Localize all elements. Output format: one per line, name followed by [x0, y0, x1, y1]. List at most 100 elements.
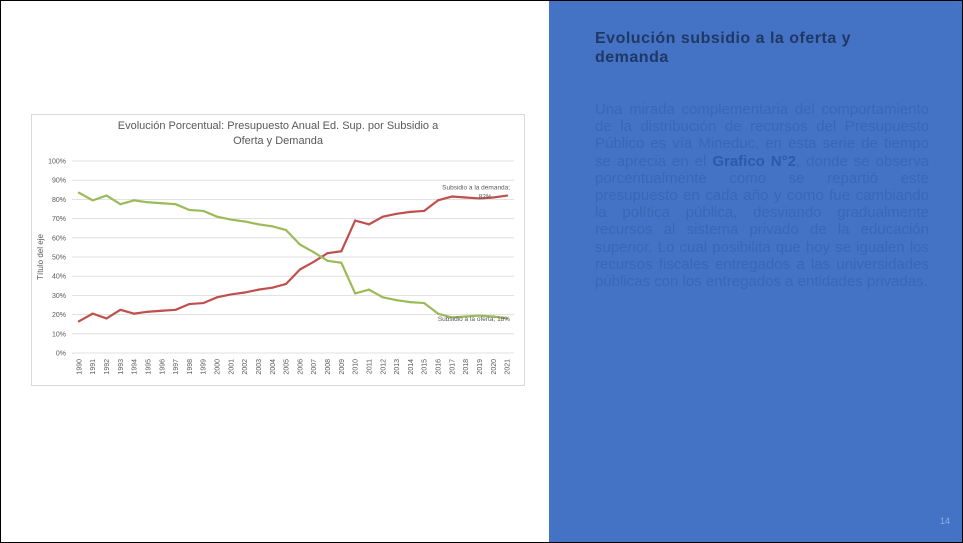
data-point-subsidio-a-la-demanda [119, 308, 122, 311]
x-tick-label: 2008 [325, 359, 332, 375]
data-label-oferta: Subsidio a la oferta; 18% [438, 316, 510, 323]
x-tick-label: 2021 [505, 359, 512, 375]
x-tick-label: 2004 [270, 359, 277, 375]
data-point-subsidio-a-la-oferta [340, 261, 343, 264]
x-tick-label: 2016 [436, 359, 443, 375]
x-tick-label: 1991 [90, 359, 97, 375]
chart-title-line-1: Evolución Porcentual: Presupuesto Anual … [118, 120, 439, 132]
data-point-subsidio-a-la-oferta [505, 317, 509, 320]
data-point-subsidio-a-la-demanda [174, 308, 177, 311]
data-point-subsidio-a-la-oferta [91, 199, 94, 202]
y-tick-label: 10% [52, 331, 66, 338]
data-point-subsidio-a-la-oferta [298, 243, 302, 246]
x-tick-label: 2020 [491, 359, 498, 375]
data-point-subsidio-a-la-oferta [354, 292, 357, 295]
data-point-subsidio-a-la-oferta [312, 251, 315, 254]
x-tick-label: 1990 [76, 359, 83, 375]
body-text-part-1: Una mirada complementaria del comportami… [595, 101, 929, 170]
x-tick-label: 1995 [145, 359, 152, 375]
data-point-subsidio-a-la-oferta [478, 314, 481, 317]
x-tick-label: 1997 [173, 359, 180, 375]
data-point-subsidio-a-la-demanda [381, 215, 384, 218]
data-point-subsidio-a-la-demanda [146, 310, 150, 313]
data-point-subsidio-a-la-oferta [326, 259, 329, 262]
x-tick-label: 1993 [118, 359, 125, 375]
data-point-subsidio-a-la-demanda [271, 286, 274, 289]
data-point-subsidio-a-la-oferta [119, 203, 122, 206]
data-point-subsidio-a-la-demanda [105, 317, 108, 320]
data-point-subsidio-a-la-oferta [243, 220, 246, 223]
data-point-subsidio-a-la-demanda [312, 260, 315, 263]
data-point-subsidio-a-la-demanda [284, 282, 288, 285]
data-point-subsidio-a-la-oferta [450, 316, 453, 319]
data-point-subsidio-a-la-oferta [492, 315, 495, 318]
y-tick-label: 40% [52, 274, 66, 281]
x-tick-label: 1998 [187, 359, 194, 375]
y-tick-label: 90% [52, 178, 66, 185]
data-label-demanda-value: 82% [479, 194, 492, 201]
body-text-part-2: , donde se observa porcentualmente como … [595, 152, 929, 291]
data-point-subsidio-a-la-oferta [188, 208, 191, 212]
data-point-subsidio-a-la-demanda [367, 223, 371, 226]
x-tick-label: 1996 [159, 359, 166, 375]
data-point-subsidio-a-la-demanda [229, 293, 232, 296]
x-tick-label: 2013 [394, 359, 401, 375]
data-point-subsidio-a-la-demanda [160, 309, 163, 312]
data-point-subsidio-a-la-oferta [271, 225, 274, 228]
data-point-subsidio-a-la-oferta [146, 201, 150, 204]
data-point-subsidio-a-la-oferta [367, 288, 371, 291]
data-point-subsidio-a-la-demanda [436, 199, 440, 202]
x-tick-label: 2015 [422, 359, 429, 375]
chart-frame: Evolución Porcentual: Presupuesto Anual … [31, 114, 525, 386]
y-tick-label: 70% [52, 216, 66, 223]
y-tick-label: 100% [48, 159, 66, 166]
x-tick-label: 2003 [256, 359, 263, 375]
data-point-subsidio-a-la-oferta [464, 315, 467, 318]
data-label-demanda: Subsidio a la demanda; [442, 185, 510, 192]
x-tick-label: 1999 [201, 359, 208, 375]
x-tick-label: 1992 [104, 359, 111, 375]
data-point-subsidio-a-la-oferta [423, 301, 426, 305]
data-point-subsidio-a-la-demanda [423, 209, 426, 213]
body-text-bold: Grafico N°2 [712, 152, 796, 170]
data-point-subsidio-a-la-demanda [91, 312, 94, 315]
data-point-subsidio-a-la-oferta [381, 296, 384, 299]
data-point-subsidio-a-la-oferta [436, 312, 440, 315]
data-point-subsidio-a-la-oferta [174, 203, 177, 206]
data-point-subsidio-a-la-demanda [298, 268, 302, 271]
data-point-subsidio-a-la-demanda [450, 195, 453, 198]
chart-panel: Evolución Porcentual: Presupuesto Anual … [1, 1, 549, 542]
data-point-subsidio-a-la-oferta [202, 209, 205, 213]
x-tick-label: 2019 [477, 359, 484, 375]
data-point-subsidio-a-la-oferta [229, 218, 232, 221]
x-tick-label: 2005 [284, 359, 291, 375]
data-point-subsidio-a-la-demanda [464, 196, 467, 199]
data-point-subsidio-a-la-demanda [243, 291, 246, 294]
y-tick-label: 30% [52, 293, 66, 300]
data-point-subsidio-a-la-oferta [284, 229, 288, 232]
data-point-subsidio-a-la-demanda [215, 296, 219, 299]
data-point-subsidio-a-la-demanda [77, 320, 81, 323]
x-tick-label: 2007 [311, 359, 318, 375]
data-point-subsidio-a-la-demanda [202, 301, 205, 305]
y-tick-label: 20% [52, 312, 66, 319]
y-axis-title: Título del eje [36, 234, 45, 280]
panel-title: Evolución subsidio a la oferta y demanda [595, 30, 852, 66]
data-point-subsidio-a-la-oferta [257, 223, 260, 226]
data-point-subsidio-a-la-oferta [160, 202, 163, 205]
data-point-subsidio-a-la-demanda [409, 210, 412, 213]
y-tick-label: 80% [52, 197, 66, 204]
x-tick-label: 2010 [353, 359, 360, 375]
data-point-subsidio-a-la-oferta [215, 215, 219, 218]
data-point-subsidio-a-la-demanda [257, 288, 260, 291]
x-tick-label: 2012 [380, 359, 387, 375]
y-tick-label: 0% [56, 351, 66, 358]
x-tick-label: 1994 [132, 359, 139, 375]
y-tick-label: 50% [52, 255, 66, 262]
data-point-subsidio-a-la-demanda [133, 312, 136, 315]
x-tick-label: 2002 [242, 359, 249, 375]
page-number: 14 [939, 516, 950, 526]
y-tick-label: 60% [52, 235, 66, 242]
text-panel: Evolución subsidio a la oferta y demanda… [549, 1, 962, 542]
